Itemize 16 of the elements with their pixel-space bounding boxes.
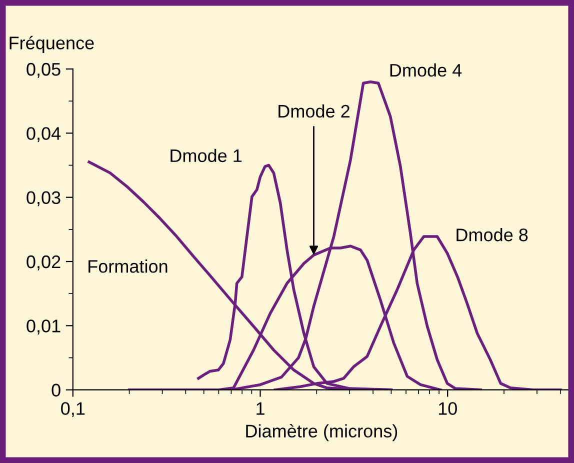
- y-tick-label: 0,04: [26, 127, 61, 142]
- series-label: Dmode 4: [390, 63, 462, 77]
- y-tick-label: 0: [52, 384, 60, 397]
- y-tick-label: 0,03: [26, 191, 60, 206]
- series-label: Dmode 8: [456, 228, 528, 242]
- series-label: Dmode 1: [170, 148, 242, 162]
- y-tick-label: 0,01: [26, 320, 60, 335]
- x-tick-label: 10: [438, 402, 457, 415]
- y-axis-title: Fréquence: [10, 36, 94, 53]
- y-tick-label: 0,02: [26, 255, 60, 270]
- x-axis-title: Diamètre (microns): [246, 424, 398, 442]
- series-label: Formation: [88, 260, 168, 273]
- text: Dmode 2: [278, 104, 350, 118]
- x-tick-label: 1: [256, 402, 264, 415]
- x-tick-label: 0,1: [61, 402, 85, 418]
- y-tick-label: 0,05: [26, 62, 60, 78]
